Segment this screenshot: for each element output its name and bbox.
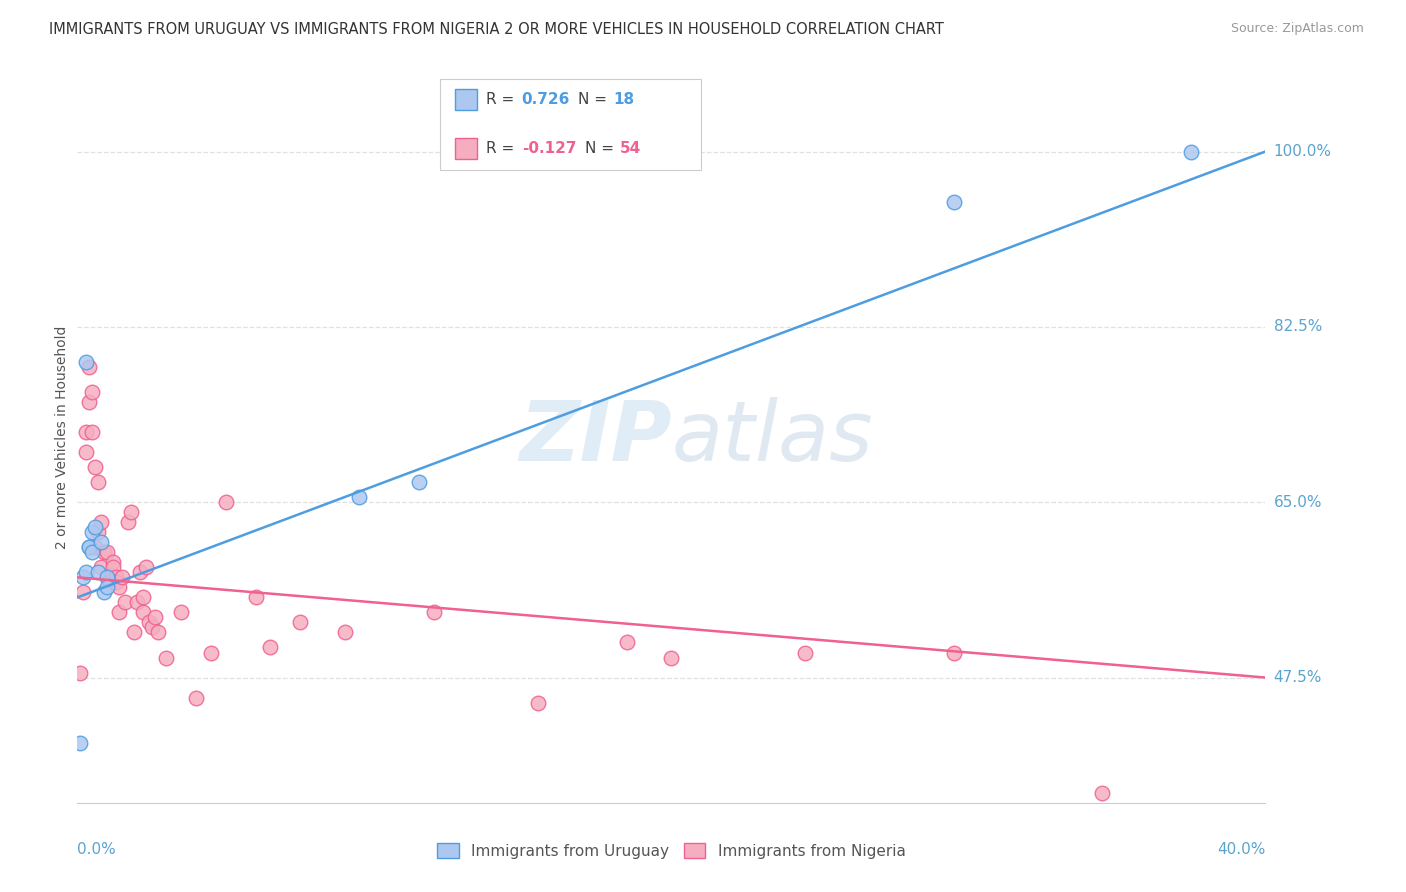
Point [69, 665, 91, 680]
Text: 100.0%: 100.0% [1274, 144, 1331, 159]
FancyBboxPatch shape [456, 89, 477, 110]
Point [942, 194, 965, 209]
Text: 0.726: 0.726 [522, 92, 569, 107]
Point [82, 525, 104, 540]
Point [72, 570, 94, 584]
Point [117, 515, 139, 529]
Point [120, 505, 142, 519]
Text: Source: ZipAtlas.com: Source: ZipAtlas.com [1230, 22, 1364, 36]
Y-axis label: 2 or more Vehicles in Household: 2 or more Vehicles in Household [55, 326, 69, 549]
Point [1091, 786, 1114, 800]
Point [143, 610, 166, 624]
Point [422, 606, 444, 620]
Point [146, 625, 169, 640]
Legend: Immigrants from Uruguay, Immigrants from Nigeria: Immigrants from Uruguay, Immigrants from… [432, 837, 911, 864]
Text: 65.0%: 65.0% [1274, 495, 1322, 509]
Point [77, 541, 100, 555]
Point [794, 646, 817, 660]
Point [616, 635, 638, 649]
Point [90, 535, 112, 549]
Point [101, 555, 124, 569]
Point [96, 570, 118, 584]
Point [101, 560, 124, 574]
Point [77, 359, 100, 374]
Point [77, 541, 100, 555]
Point [96, 580, 118, 594]
Point [72, 585, 94, 599]
Point [349, 490, 371, 504]
Point [69, 736, 91, 750]
Point [128, 566, 150, 580]
Point [87, 525, 110, 540]
Point [75, 566, 97, 580]
Point [111, 570, 134, 584]
Point [75, 425, 97, 439]
Point [245, 591, 267, 605]
Point [215, 495, 238, 509]
Point [122, 625, 145, 640]
Point [82, 425, 104, 439]
Point [84, 541, 107, 555]
Point [141, 620, 163, 634]
Point [526, 696, 548, 710]
Point [87, 566, 110, 580]
Point [75, 445, 97, 459]
Point [82, 384, 104, 399]
Point [170, 606, 193, 620]
Text: atlas: atlas [672, 397, 873, 477]
Point [259, 640, 281, 655]
Point [104, 570, 127, 584]
Point [98, 575, 121, 590]
Point [77, 395, 100, 409]
Point [96, 545, 118, 559]
Point [90, 515, 112, 529]
Point [138, 615, 160, 630]
Text: 54: 54 [620, 141, 641, 156]
Point [104, 575, 127, 590]
Text: 82.5%: 82.5% [1274, 319, 1322, 334]
Point [288, 615, 311, 630]
Point [93, 545, 115, 559]
Point [75, 355, 97, 369]
Text: 0.0%: 0.0% [77, 842, 117, 856]
Point [82, 545, 104, 559]
Point [108, 606, 131, 620]
Point [125, 595, 148, 609]
Point [1180, 145, 1202, 159]
Text: IMMIGRANTS FROM URUGUAY VS IMMIGRANTS FROM NIGERIA 2 OR MORE VEHICLES IN HOUSEHO: IMMIGRANTS FROM URUGUAY VS IMMIGRANTS FR… [49, 22, 943, 37]
Point [87, 475, 110, 490]
Point [93, 585, 115, 599]
Point [84, 460, 107, 475]
Point [131, 606, 153, 620]
Text: N =: N = [585, 141, 619, 156]
Point [131, 591, 153, 605]
Point [942, 646, 965, 660]
Point [108, 580, 131, 594]
Text: N =: N = [578, 92, 612, 107]
Text: ZIP: ZIP [519, 397, 672, 477]
Text: R =: R = [486, 92, 519, 107]
Point [96, 570, 118, 584]
Point [135, 560, 157, 574]
Text: 18: 18 [613, 92, 634, 107]
Point [90, 560, 112, 574]
Point [186, 690, 208, 705]
Point [200, 646, 222, 660]
Text: -0.127: -0.127 [522, 141, 576, 156]
Point [333, 625, 356, 640]
FancyBboxPatch shape [440, 78, 702, 170]
Text: 47.5%: 47.5% [1274, 670, 1322, 685]
Point [84, 520, 107, 534]
Text: 40.0%: 40.0% [1218, 842, 1265, 856]
FancyBboxPatch shape [456, 138, 477, 159]
Point [661, 650, 683, 665]
Text: R =: R = [486, 141, 519, 156]
Point [408, 475, 430, 490]
Point [155, 650, 177, 665]
Point [114, 595, 136, 609]
